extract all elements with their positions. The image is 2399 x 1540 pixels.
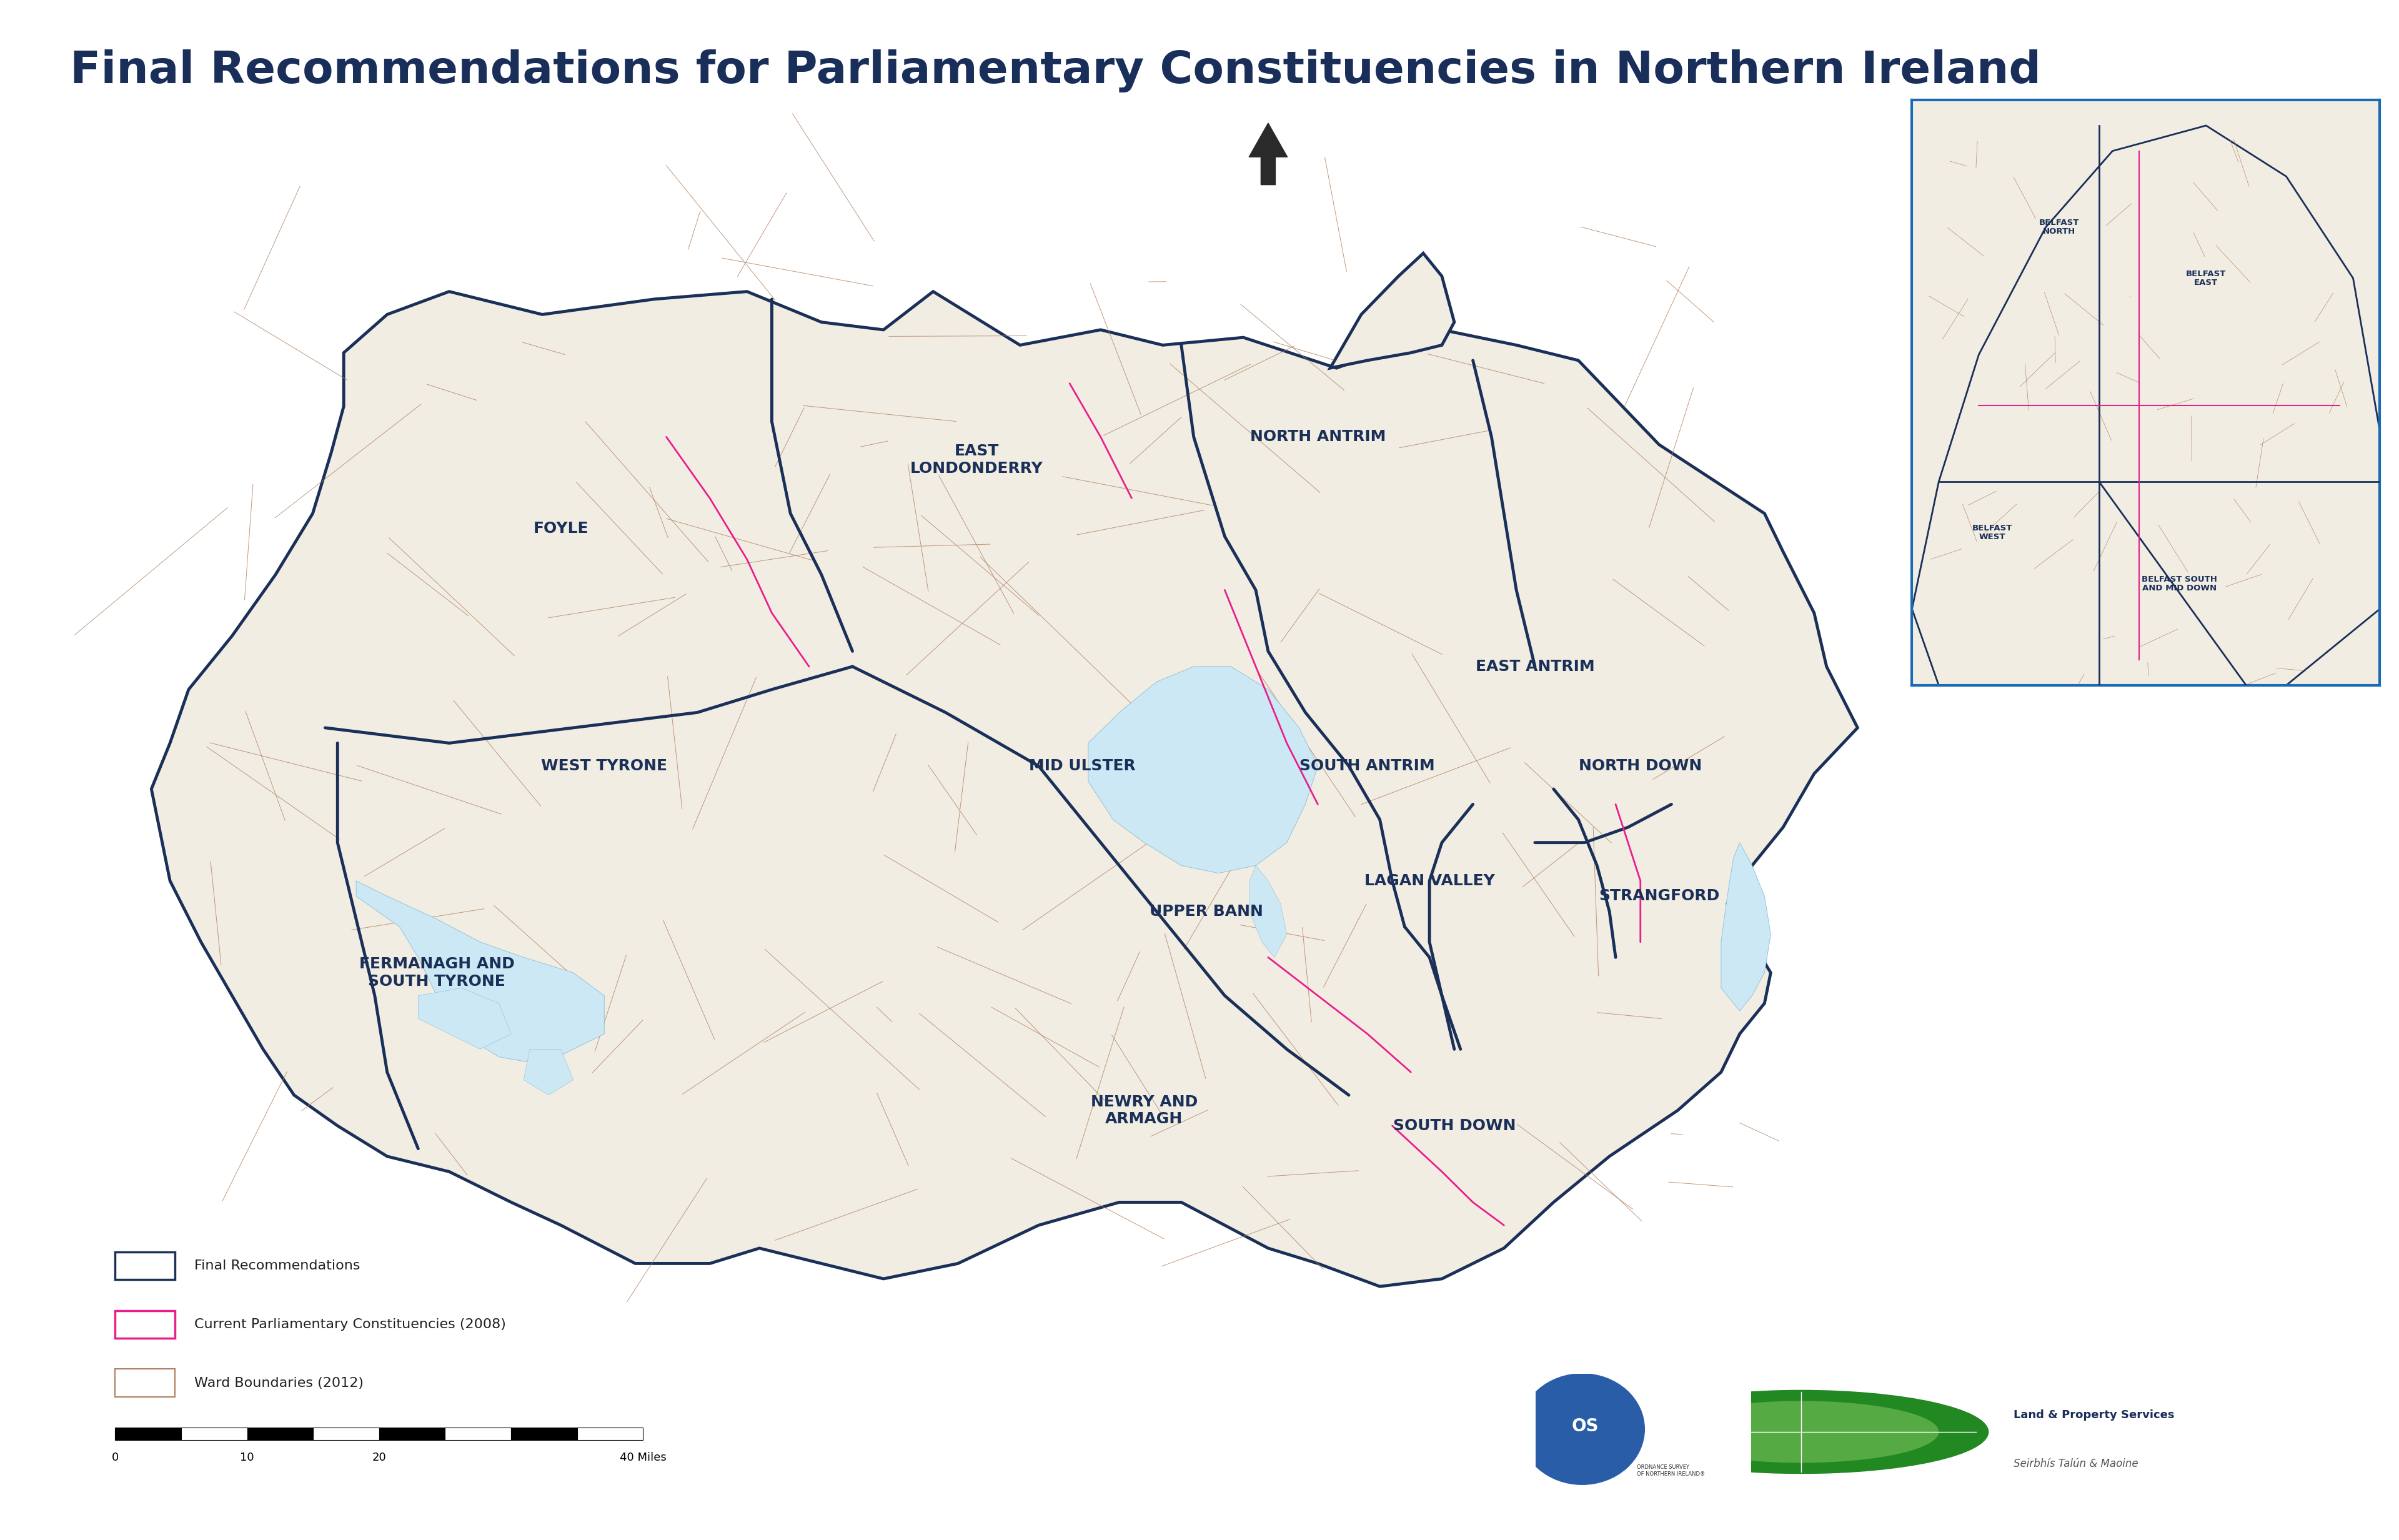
Polygon shape [417,989,511,1049]
Text: Final Recommendations: Final Recommendations [194,1260,360,1272]
Text: NEWRY AND
ARMAGH: NEWRY AND ARMAGH [1092,1095,1197,1127]
Text: ORDNANCE SURVEY
OF NORTHERN IRELAND®: ORDNANCE SURVEY OF NORTHERN IRELAND® [1636,1465,1706,1477]
Text: BELFAST
WEST: BELFAST WEST [1972,524,2013,541]
Bar [444,1428,511,1440]
Bar [312,1428,379,1440]
Text: SOUTH DOWN: SOUTH DOWN [1394,1118,1516,1133]
Text: BELFAST SOUTH
AND MID DOWN: BELFAST SOUTH AND MID DOWN [2142,574,2217,591]
Polygon shape [1912,126,2380,685]
Bar [115,1311,175,1338]
Text: Land & Property Services: Land & Property Services [2013,1409,2173,1421]
Text: Final Recommendations for Parliamentary Constituencies in Northern Ireland: Final Recommendations for Parliamentary … [70,49,2042,92]
Circle shape [1615,1391,1989,1474]
Text: MID ULSTER: MID ULSTER [1029,759,1135,773]
Circle shape [1521,1374,1646,1485]
Text: NORTH DOWN: NORTH DOWN [1579,759,1701,773]
Polygon shape [523,1049,573,1095]
Polygon shape [1720,842,1770,1010]
Bar [576,1428,643,1440]
Text: 0: 0 [113,1452,118,1463]
Text: FERMANAGH AND
SOUTH TYRONE: FERMANAGH AND SOUTH TYRONE [360,956,513,989]
FancyArrow shape [1250,123,1288,185]
Bar [115,1369,175,1397]
Text: WEST TYRONE: WEST TYRONE [542,759,667,773]
Polygon shape [1089,667,1317,873]
Text: EAST ANTRIM: EAST ANTRIM [1475,659,1595,675]
Text: 40 Miles: 40 Miles [619,1452,667,1463]
Bar [182,1428,247,1440]
Text: 20: 20 [372,1452,386,1463]
Text: Seirbhís Talún & Maoine: Seirbhís Talún & Maoine [2013,1458,2138,1469]
Text: OS: OS [1571,1418,1598,1435]
Text: UPPER BANN: UPPER BANN [1149,904,1262,919]
Text: FOYLE: FOYLE [533,521,588,536]
Polygon shape [1329,253,1454,368]
Text: BELFAST
NORTH: BELFAST NORTH [2039,219,2080,236]
Text: SOUTH ANTRIM: SOUTH ANTRIM [1300,759,1435,773]
Bar [511,1428,578,1440]
Polygon shape [151,291,1857,1286]
Text: NORTH ANTRIM: NORTH ANTRIM [1250,430,1387,445]
Polygon shape [1250,865,1286,958]
Bar [115,1252,175,1280]
Circle shape [1665,1401,1938,1463]
Text: STRANGFORD: STRANGFORD [1598,889,1720,904]
Text: 10: 10 [240,1452,254,1463]
Text: BELFAST
EAST: BELFAST EAST [2185,270,2226,286]
Bar [247,1428,312,1440]
Polygon shape [355,881,605,1064]
Text: Current Parliamentary Constituencies (2008): Current Parliamentary Constituencies (20… [194,1318,506,1331]
Text: Ward Boundaries (2012): Ward Boundaries (2012) [194,1377,365,1389]
Bar [115,1428,180,1440]
Text: LAGAN VALLEY: LAGAN VALLEY [1365,873,1495,889]
Bar [379,1428,446,1440]
Text: EAST
LONDONDERRY: EAST LONDONDERRY [909,444,1044,476]
